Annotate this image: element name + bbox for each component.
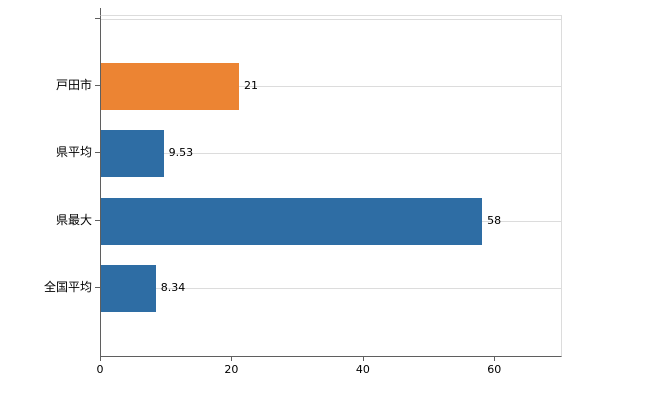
x-axis-tick — [362, 356, 364, 361]
x-axis-tick — [100, 356, 101, 361]
bar-value-label: 8.34 — [160, 281, 186, 294]
bar-value-label: 9.53 — [168, 146, 194, 159]
category-label: 戸田市 — [55, 78, 92, 92]
bar-value-label: 21 — [244, 79, 258, 92]
category-label: 県平均 — [55, 145, 92, 159]
x-axis-tick-label: 40 — [355, 363, 370, 376]
gridline — [101, 288, 561, 289]
x-axis-tick — [231, 356, 233, 361]
bar-value-label: 58 — [487, 214, 502, 227]
y-axis-top-cap — [100, 8, 101, 15]
gridline — [101, 153, 561, 154]
category-label: 県最大 — [55, 213, 92, 227]
x-axis-tick-label: 0 — [96, 363, 104, 376]
bar-3 — [101, 198, 483, 245]
x-axis-tick — [494, 356, 496, 361]
category-label: 全国平均 — [43, 280, 92, 294]
bar-4 — [101, 265, 156, 312]
x-axis-tick-label: 60 — [487, 363, 502, 376]
gridline — [101, 19, 561, 20]
y-axis-tick — [95, 152, 100, 153]
y-axis-tick — [95, 18, 100, 19]
y-axis-tick — [95, 287, 100, 288]
plot-area: 21 9.53 58 8.34 — [100, 15, 562, 357]
x-axis-tick-label: 20 — [224, 363, 239, 376]
bar-1 — [101, 63, 239, 110]
gridline — [101, 86, 561, 87]
y-axis-tick — [95, 220, 100, 221]
y-axis-tick — [95, 85, 100, 86]
bar-2 — [101, 130, 164, 177]
